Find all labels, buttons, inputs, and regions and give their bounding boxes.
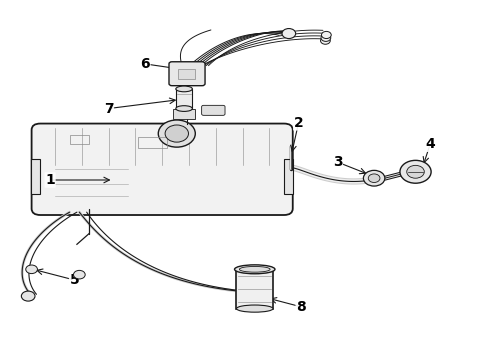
FancyBboxPatch shape: [202, 105, 225, 115]
Text: 4: 4: [425, 137, 435, 151]
Circle shape: [320, 37, 330, 44]
FancyBboxPatch shape: [169, 62, 205, 86]
Circle shape: [321, 34, 331, 41]
Circle shape: [400, 160, 431, 183]
Bar: [30, 158, 40, 194]
Circle shape: [22, 291, 35, 301]
Text: 5: 5: [70, 273, 79, 287]
Bar: [173, 109, 195, 119]
Text: 7: 7: [104, 102, 113, 116]
Circle shape: [364, 170, 385, 186]
Circle shape: [321, 31, 331, 39]
FancyBboxPatch shape: [31, 123, 293, 215]
Text: 8: 8: [296, 300, 306, 314]
Circle shape: [26, 265, 37, 274]
Circle shape: [368, 174, 380, 183]
Ellipse shape: [176, 86, 193, 92]
Ellipse shape: [240, 266, 270, 272]
Circle shape: [165, 125, 189, 142]
Text: 2: 2: [294, 116, 303, 130]
Bar: [138, 137, 167, 148]
Ellipse shape: [237, 305, 273, 312]
Circle shape: [407, 165, 424, 178]
Bar: [176, 89, 193, 109]
Ellipse shape: [235, 265, 275, 274]
Circle shape: [158, 120, 196, 147]
Bar: [178, 69, 196, 79]
Text: 6: 6: [140, 57, 150, 71]
Ellipse shape: [176, 106, 193, 111]
Text: 3: 3: [333, 155, 343, 169]
Circle shape: [282, 28, 295, 39]
Circle shape: [74, 270, 85, 279]
Text: 1: 1: [45, 173, 55, 187]
Bar: [284, 158, 293, 194]
Bar: [237, 269, 273, 309]
Bar: [70, 135, 89, 144]
